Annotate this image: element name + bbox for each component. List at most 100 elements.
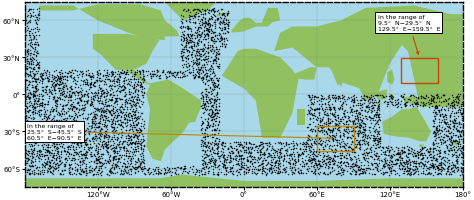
Point: [27, 74, 34, 77]
Point: [129, 153, 137, 156]
Point: [352, 123, 359, 126]
Point: [107, 71, 114, 74]
Point: [80, 94, 87, 97]
Point: [73, 168, 81, 171]
Point: [314, 142, 321, 145]
Point: [120, 70, 128, 73]
Point: [38, 101, 46, 104]
Point: [117, 135, 125, 139]
Point: [289, 171, 297, 174]
Point: [365, 157, 372, 160]
Point: [310, 95, 317, 99]
Point: [300, 141, 307, 144]
Point: [413, 101, 421, 104]
Point: [448, 169, 456, 172]
Point: [54, 119, 61, 122]
Point: [347, 96, 355, 99]
Point: [29, 116, 37, 120]
Point: [305, 146, 313, 149]
Point: [46, 137, 54, 140]
Point: [431, 139, 438, 142]
Point: [207, 24, 214, 27]
Point: [75, 155, 82, 158]
Point: [385, 168, 392, 171]
Point: [191, 15, 199, 19]
Point: [375, 138, 383, 141]
Point: [201, 18, 209, 21]
Point: [186, 37, 194, 41]
Point: [242, 170, 250, 173]
Point: [376, 142, 383, 145]
Point: [192, 74, 200, 77]
Point: [87, 98, 95, 101]
Point: [103, 172, 111, 175]
Point: [35, 114, 42, 117]
Point: [326, 131, 334, 134]
Point: [81, 81, 89, 84]
Point: [265, 141, 273, 145]
Point: [349, 98, 356, 101]
Point: [355, 102, 362, 105]
Point: [438, 129, 445, 132]
Point: [39, 72, 47, 76]
Point: [215, 139, 222, 142]
Point: [105, 170, 113, 173]
Point: [333, 163, 341, 166]
Point: [203, 33, 211, 36]
Point: [109, 162, 117, 165]
Point: [432, 137, 440, 140]
Point: [137, 129, 145, 132]
Point: [410, 94, 417, 97]
Point: [128, 110, 136, 113]
Point: [201, 161, 209, 164]
Point: [22, 96, 29, 99]
Point: [459, 172, 466, 175]
Point: [67, 85, 75, 88]
Point: [423, 167, 430, 170]
Point: [328, 148, 336, 151]
Point: [56, 103, 64, 106]
Point: [128, 104, 135, 107]
Point: [84, 92, 92, 95]
Point: [352, 159, 360, 162]
Point: [21, 91, 29, 94]
Point: [273, 172, 281, 175]
Point: [360, 156, 367, 159]
Point: [456, 130, 463, 134]
Point: [71, 158, 79, 161]
Point: [26, 34, 34, 38]
Point: [274, 171, 282, 175]
Point: [90, 85, 98, 88]
Point: [80, 100, 87, 103]
Point: [135, 105, 143, 108]
Point: [114, 157, 121, 160]
Point: [29, 105, 36, 108]
Point: [449, 121, 456, 124]
Point: [140, 87, 147, 91]
Point: [73, 91, 81, 94]
Point: [60, 104, 67, 107]
Point: [62, 141, 70, 144]
Point: [103, 78, 111, 81]
Point: [443, 146, 451, 149]
Point: [50, 142, 58, 145]
Point: [65, 130, 73, 133]
Point: [206, 25, 214, 28]
Point: [201, 170, 209, 173]
Point: [297, 168, 304, 171]
Point: [319, 145, 327, 149]
Point: [26, 122, 33, 125]
Point: [59, 93, 67, 96]
Point: [27, 167, 34, 170]
Point: [433, 113, 440, 116]
Point: [265, 167, 273, 170]
Point: [229, 156, 237, 160]
Point: [403, 104, 410, 107]
Point: [437, 112, 444, 116]
Point: [201, 142, 208, 145]
Point: [43, 120, 51, 123]
Point: [325, 104, 332, 107]
Point: [413, 101, 421, 104]
Point: [364, 154, 371, 157]
Point: [446, 140, 454, 143]
